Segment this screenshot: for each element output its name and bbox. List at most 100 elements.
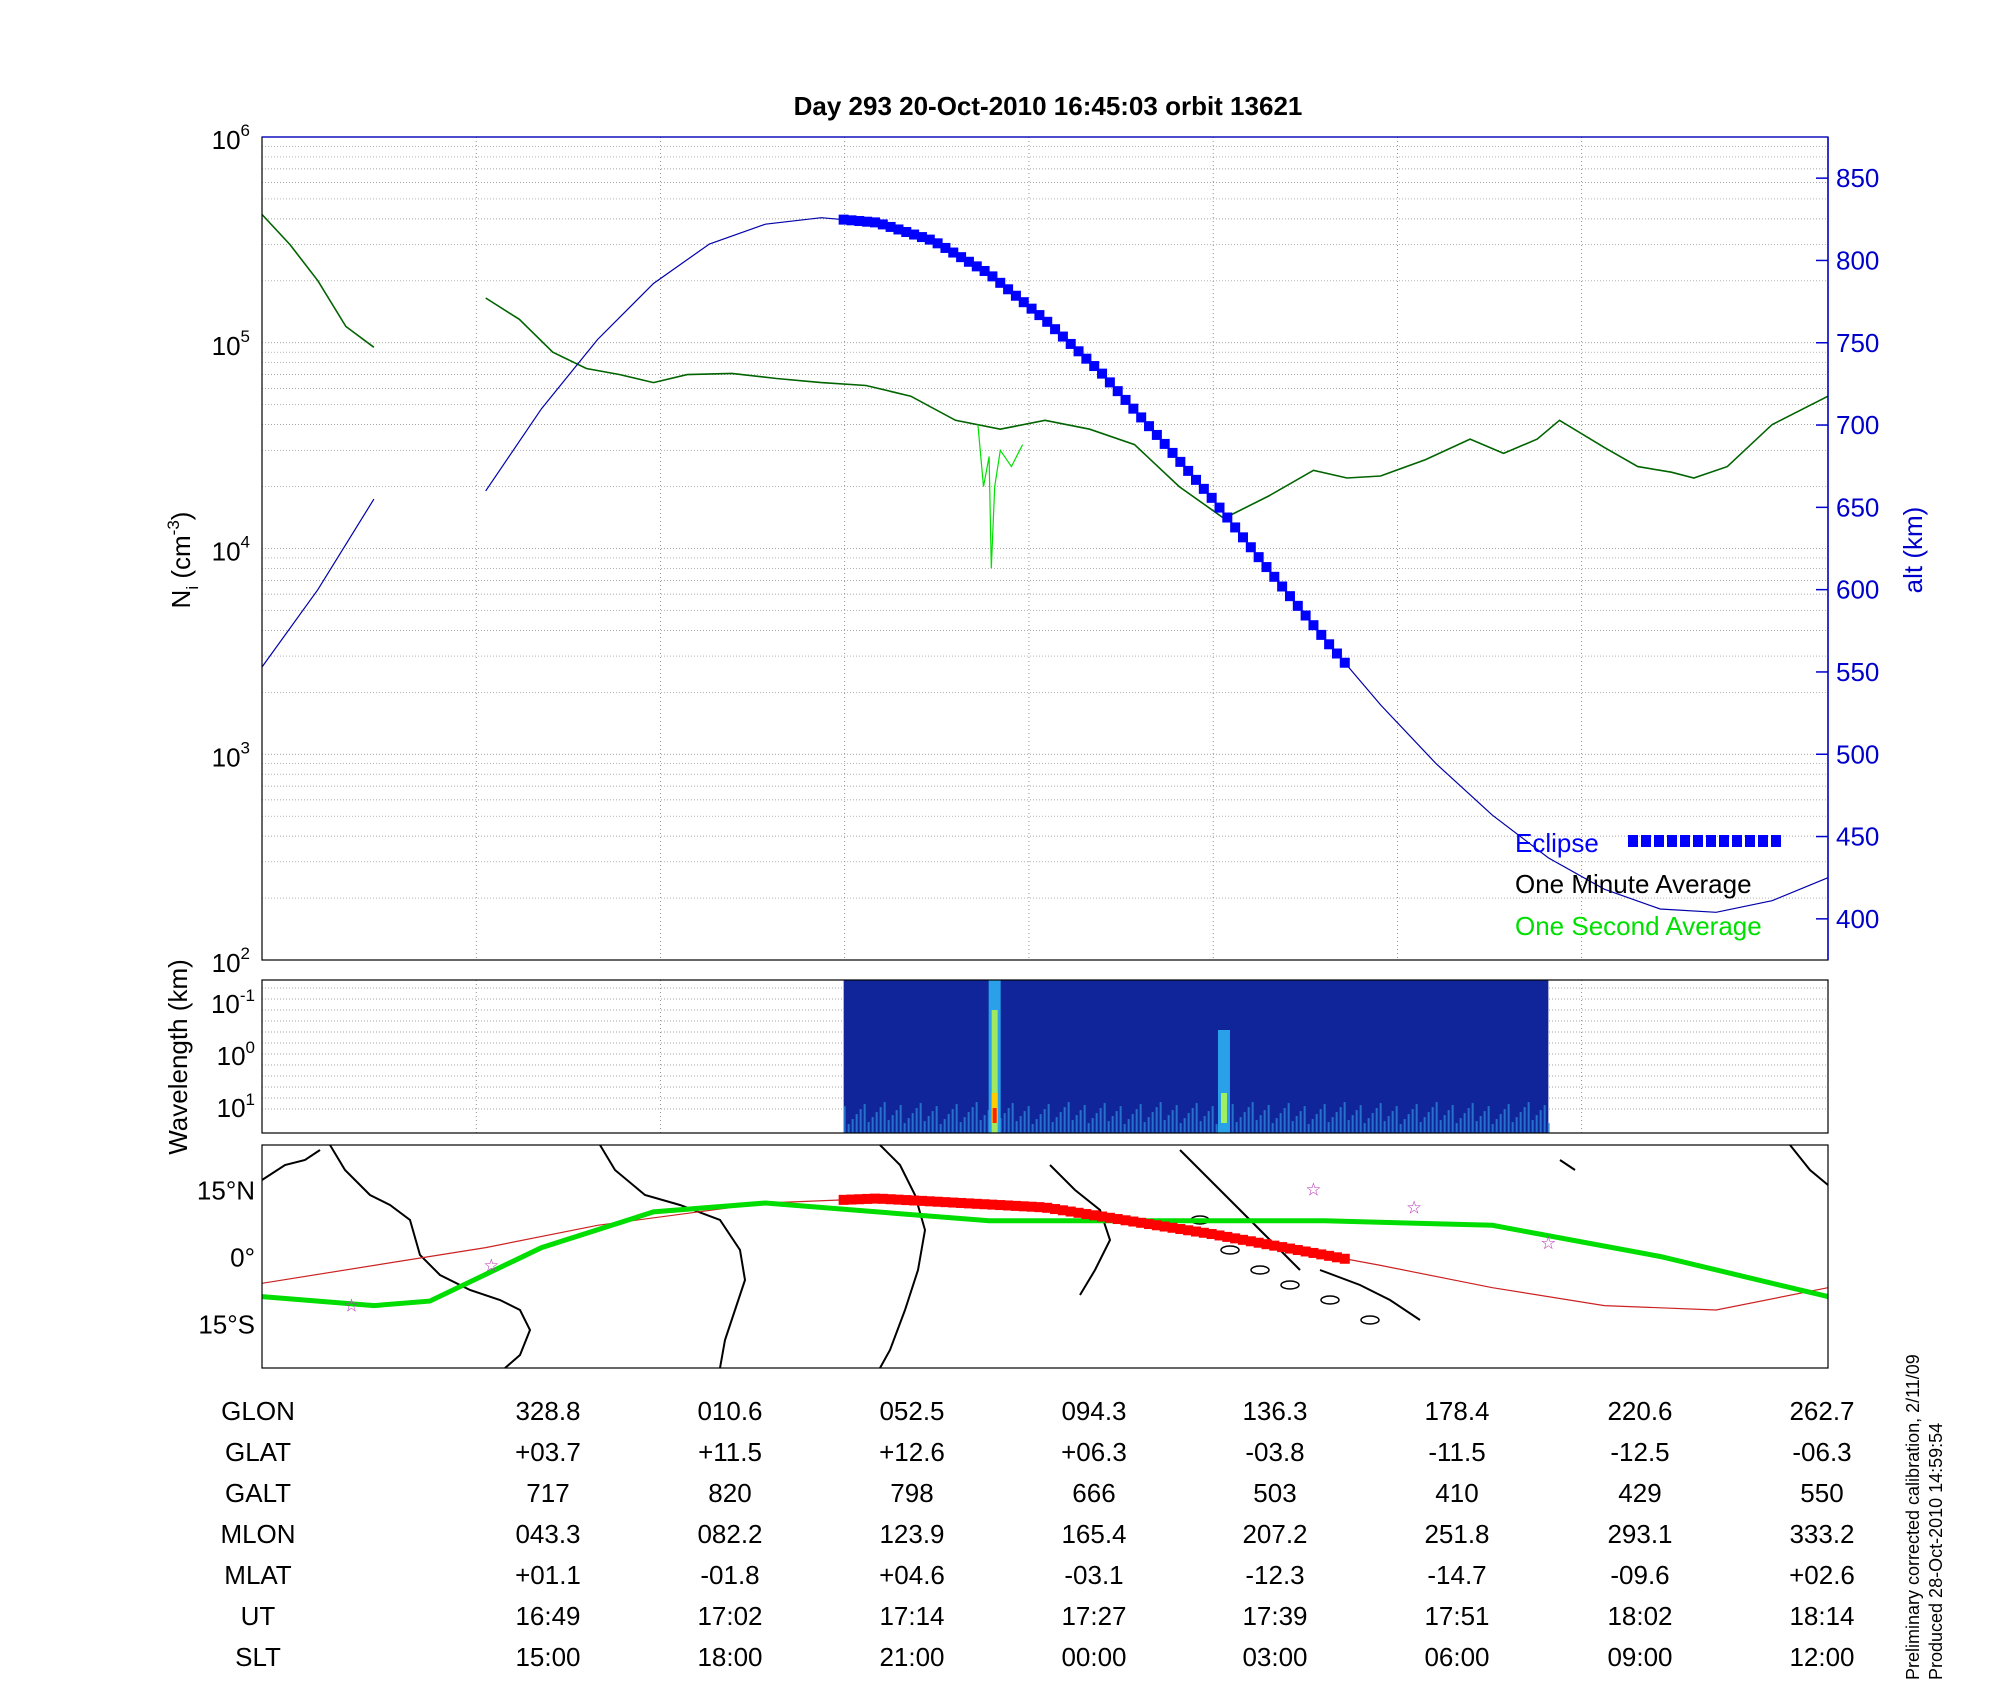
eclipse-track-mark (862, 1193, 873, 1204)
tick-base: 10 (212, 125, 241, 155)
spectrogram-burst (991, 1010, 998, 1133)
eclipse-track-mark (1081, 1209, 1092, 1220)
eclipse-mark (963, 256, 974, 267)
table-cell: 03:00 (1242, 1642, 1307, 1672)
coastline (261, 1149, 321, 1181)
spectrogram-cell (1183, 1118, 1186, 1133)
spectrogram-cell (951, 1109, 954, 1133)
spectrogram-cell (1139, 1104, 1142, 1133)
eclipse-mark (1230, 522, 1241, 533)
spectrogram-cell (1215, 1124, 1218, 1133)
eclipse-mark (916, 232, 927, 243)
latitude-tick-label: 15°N (197, 1176, 255, 1206)
spectrogram-cell (1315, 1114, 1318, 1133)
series-line-1 (977, 424, 1024, 569)
spectrogram-cell (1115, 1111, 1118, 1133)
table-cell: 17:27 (1061, 1601, 1126, 1631)
eclipse-mark (1175, 456, 1186, 467)
eclipse-mark (909, 229, 920, 240)
tick-base: 10 (212, 948, 241, 978)
spectrogram-cell (1479, 1116, 1482, 1133)
spectrogram-cell (1487, 1106, 1490, 1133)
table-cell: 09:00 (1607, 1642, 1672, 1672)
spectrogram-cell (899, 1105, 902, 1133)
legend-eclipse-mark (1693, 835, 1703, 847)
spectrogram-cell (1143, 1122, 1146, 1133)
eclipse-mark (1198, 483, 1209, 494)
eclipse-mark (1003, 284, 1014, 295)
eclipse-mark (979, 265, 990, 276)
spectrogram-cell (855, 1114, 858, 1133)
spectrogram-cell (1403, 1119, 1406, 1133)
spectrogram-cell (1255, 1120, 1258, 1133)
table-row-label: GLAT (225, 1437, 291, 1467)
coastline (1049, 1164, 1112, 1296)
eclipse-track-mark (1300, 1246, 1311, 1257)
spectrogram-cell (1395, 1106, 1398, 1133)
spectrogram-cell (971, 1107, 974, 1133)
spectrogram-cell (1187, 1113, 1190, 1133)
spectrogram-cell (871, 1117, 874, 1133)
spectrogram-cell (1511, 1122, 1514, 1133)
spectrogram-cell (1111, 1116, 1114, 1133)
eclipse-track-mark (979, 1199, 990, 1210)
spectrogram-cell (887, 1120, 890, 1133)
spectrogram-cell (1347, 1120, 1350, 1133)
eclipse-track-mark (1065, 1206, 1076, 1217)
eclipse-track-mark (1089, 1210, 1100, 1221)
island (1360, 1315, 1380, 1325)
spectrogram-cell (1291, 1121, 1294, 1133)
table-cell: 328.8 (515, 1396, 580, 1426)
spectrogram-cell (1083, 1105, 1086, 1133)
table-cell: -14.7 (1427, 1560, 1486, 1590)
table-cell: -03.1 (1064, 1560, 1123, 1590)
world-coastlines (261, 1144, 1829, 1369)
eclipse-mark (1159, 438, 1170, 449)
eclipse-track-mark (1003, 1200, 1014, 1211)
spectrogram-cell (1455, 1123, 1458, 1133)
spectrogram-cell (1039, 1114, 1042, 1133)
eclipse-track-mark (1050, 1204, 1061, 1215)
spectrogram-cell (1447, 1110, 1450, 1133)
tick-base: 10 (212, 331, 241, 361)
eclipse-track-mark (916, 1195, 927, 1206)
table-cell: 094.3 (1061, 1396, 1126, 1426)
eclipse-mark (1300, 610, 1311, 621)
eclipse-track-mark (885, 1194, 896, 1205)
right-tick-label: 500 (1836, 739, 1879, 769)
right-tick-label: 700 (1836, 410, 1879, 440)
eclipse-mark (1237, 532, 1248, 543)
table-cell: 820 (708, 1478, 751, 1508)
eclipse-mark (924, 234, 935, 245)
table-cell: 16:49 (515, 1601, 580, 1631)
eclipse-mark (1183, 465, 1194, 476)
spectrogram-cell (939, 1124, 942, 1133)
eclipse-mark (1277, 581, 1288, 592)
island (1320, 1295, 1340, 1305)
eclipse-track-mark (1159, 1221, 1170, 1232)
eclipse-mark (1120, 394, 1131, 405)
series-line-0 (485, 297, 1829, 520)
spectrogram-cell (943, 1119, 946, 1133)
table-cell: -12.3 (1245, 1560, 1304, 1590)
spectrogram-cell (1391, 1111, 1394, 1133)
spectrogram-cell (1079, 1110, 1082, 1133)
spectrogram-cell (1211, 1106, 1214, 1133)
legend-eclipse-mark (1745, 835, 1755, 847)
spectrogram-cell (1499, 1114, 1502, 1133)
eclipse-mark (1253, 552, 1264, 563)
eclipse-mark (1018, 297, 1029, 308)
table-cell: 06:00 (1424, 1642, 1489, 1672)
map-panel-data: ☆ ☆ ☆ ☆ ☆ (261, 1180, 1829, 1317)
spectrogram-cell (1319, 1109, 1322, 1133)
eclipse-track-mark (909, 1195, 920, 1206)
spectrogram-cell (1059, 1112, 1062, 1133)
table-cell: -01.8 (700, 1560, 759, 1590)
spectrogram-cell (1399, 1124, 1402, 1133)
table-cell: -06.3 (1792, 1437, 1851, 1467)
eclipse-mark (1245, 542, 1256, 553)
spectrogram-cell (1015, 1121, 1018, 1133)
table-cell: +11.5 (698, 1437, 762, 1467)
table-cell: 082.2 (697, 1519, 762, 1549)
